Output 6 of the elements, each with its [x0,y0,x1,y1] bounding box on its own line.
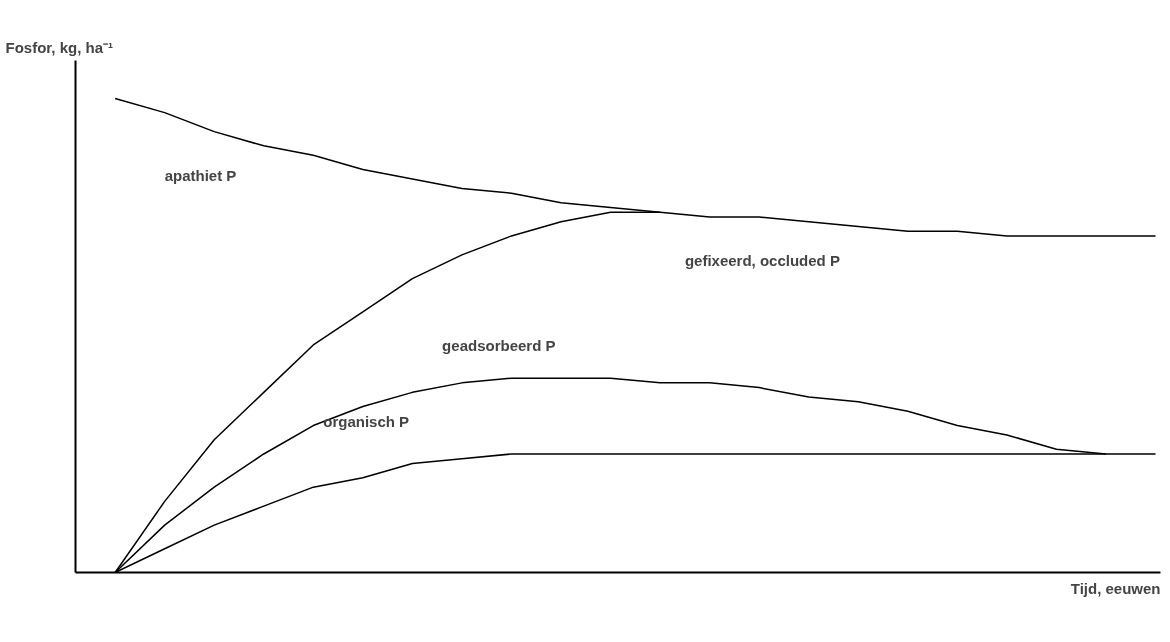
annotation: apathiet P [164,166,237,184]
y-axis-title: Fosfor, kg, ha⁻¹ [5,38,114,56]
x-axis-title: Tijd, eeuwen [1070,579,1161,597]
annotation: gefixeerd, occluded P [684,252,840,270]
annotation: organisch P [323,413,410,431]
annotation: geadsorbeerd P [442,337,556,355]
